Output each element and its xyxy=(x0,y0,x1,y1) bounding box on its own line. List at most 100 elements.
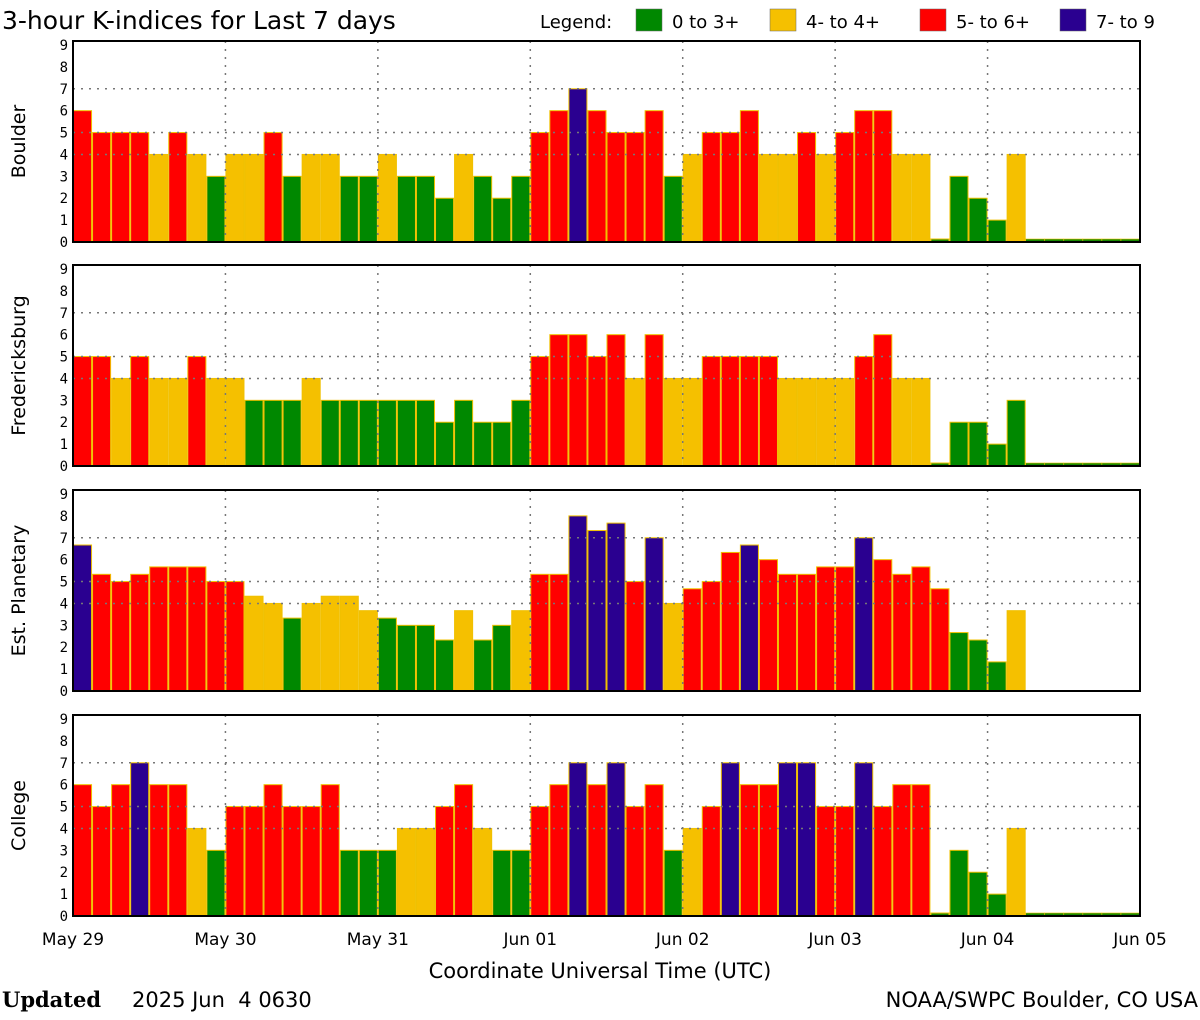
source-credit: NOAA/SWPC Boulder, CO USA xyxy=(886,988,1199,1012)
y-tick-label: 4 xyxy=(60,147,68,163)
bar xyxy=(92,573,112,692)
bar xyxy=(282,399,302,467)
updated-value: 2025 Jun 4 0630 xyxy=(132,988,312,1012)
bar xyxy=(73,356,93,467)
bar xyxy=(301,377,321,467)
x-tick-label: Jun 05 xyxy=(1112,930,1167,950)
bar xyxy=(663,377,683,467)
bar xyxy=(606,762,626,917)
y-tick-label: 5 xyxy=(60,800,68,816)
bar xyxy=(835,806,855,917)
bar xyxy=(854,762,874,917)
bar xyxy=(911,377,931,467)
bar xyxy=(568,88,588,243)
bar xyxy=(644,334,664,467)
legend: Legend: 0 to 3+ 4- to 4+ 5- to 6+ 7- to 9 xyxy=(540,8,1155,33)
x-tick-label: Jun 01 xyxy=(502,930,557,950)
bar xyxy=(111,132,131,243)
y-tick-label: 3 xyxy=(60,843,68,859)
bar xyxy=(701,581,721,692)
bar xyxy=(987,893,1007,917)
y-tick-label: 9 xyxy=(60,712,68,728)
panels: 0 1 2 3 4 5 6 7 8 9 Boulder 0 1 2 3 4 5 6 7 8 9 Fredericksbur… xyxy=(8,38,1141,925)
bar xyxy=(111,377,131,467)
bar xyxy=(911,784,931,917)
bar xyxy=(854,356,874,467)
x-tick-label: May 29 xyxy=(42,930,104,950)
bar xyxy=(339,595,359,692)
y-tick-label: 7 xyxy=(60,82,68,98)
bar xyxy=(282,175,302,243)
bar xyxy=(720,356,740,467)
station-label: Boulder xyxy=(8,105,30,179)
bar xyxy=(415,175,436,243)
bar xyxy=(530,356,550,467)
x-tick-label: May 31 xyxy=(347,930,409,950)
bar xyxy=(168,784,188,917)
x-tick-label: Jun 02 xyxy=(655,930,710,950)
bar xyxy=(187,356,207,467)
bar xyxy=(225,806,245,917)
bar xyxy=(644,110,664,243)
bar xyxy=(454,399,474,467)
bar xyxy=(625,132,645,243)
bar xyxy=(797,377,817,467)
bar xyxy=(816,153,836,243)
bar xyxy=(492,849,512,917)
bar xyxy=(244,806,264,917)
bar xyxy=(758,356,778,467)
bar xyxy=(701,132,721,243)
bar xyxy=(473,175,493,243)
y-tick-label: 6 xyxy=(60,553,68,569)
bar xyxy=(682,827,702,917)
bar xyxy=(511,399,531,467)
legend-entry-label: 7- to 9 xyxy=(1096,12,1155,33)
bar xyxy=(701,356,721,467)
bar xyxy=(892,153,912,243)
bar xyxy=(949,849,969,917)
bar xyxy=(663,175,683,243)
bar xyxy=(149,566,169,692)
bar xyxy=(606,522,626,692)
bar xyxy=(396,399,416,467)
bar xyxy=(511,849,531,917)
bar xyxy=(854,110,874,243)
bar xyxy=(206,581,226,692)
bar xyxy=(892,784,912,917)
bar xyxy=(301,602,321,692)
bar xyxy=(244,399,264,467)
bar xyxy=(587,530,607,692)
bar xyxy=(720,551,740,692)
bar xyxy=(473,421,493,467)
bar xyxy=(263,399,283,467)
bar xyxy=(73,544,93,692)
bar xyxy=(511,175,531,243)
bar xyxy=(130,573,150,692)
bar xyxy=(587,110,607,243)
bar xyxy=(1006,399,1026,467)
bar xyxy=(168,566,188,692)
bar xyxy=(435,806,455,917)
bar xyxy=(816,566,836,692)
bar xyxy=(301,153,321,243)
y-tick-label: 2 xyxy=(60,415,68,431)
y-tick-label: 2 xyxy=(60,191,68,207)
bar xyxy=(435,639,455,692)
bar xyxy=(968,639,988,692)
bar xyxy=(663,849,683,917)
y-tick-label: 8 xyxy=(60,284,68,300)
bar xyxy=(473,827,493,917)
x-tick-label: May 30 xyxy=(194,930,256,950)
bar xyxy=(282,806,302,917)
bar xyxy=(873,110,893,243)
bar xyxy=(339,399,359,467)
bar xyxy=(949,632,969,692)
bar xyxy=(606,132,626,243)
bar xyxy=(968,197,988,243)
bar xyxy=(835,377,855,467)
bar xyxy=(73,110,93,243)
bar xyxy=(225,153,245,243)
bar xyxy=(225,377,245,467)
bar xyxy=(835,132,855,243)
